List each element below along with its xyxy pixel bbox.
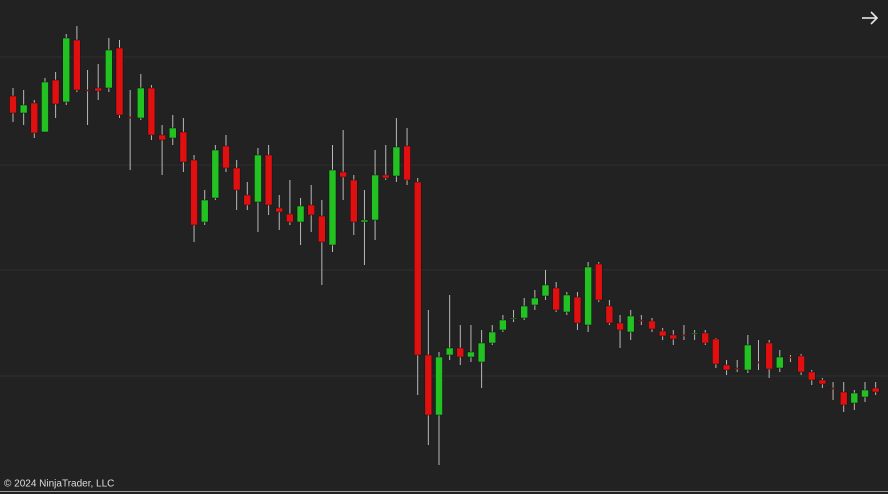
candle-body [30,102,39,134]
candles [9,26,880,465]
candle-body [392,146,401,177]
candle-body [467,351,475,358]
candle-body [541,284,550,297]
candle-body [232,167,241,191]
candle-body [286,213,294,223]
candle-body [126,116,134,119]
candle-body [328,169,337,246]
candle-body [776,356,784,369]
candle-body [137,87,145,119]
nav-arrow[interactable] [862,11,879,25]
candle-body [73,39,81,91]
candle-body [733,367,741,370]
arrow-head [870,11,879,25]
candle-body [105,49,113,89]
candle-body [861,389,869,398]
candle-body [296,205,305,223]
candle-body [179,131,188,163]
candle-body [424,354,433,416]
candle-body [243,194,252,206]
candle-body [19,104,28,114]
candle-body [350,179,358,223]
candle-body [9,95,17,114]
grid [0,56,888,377]
candle-body [850,392,859,404]
candle-body [786,356,795,359]
candle-body [658,330,667,337]
candle-body [829,387,837,390]
candle-body [445,347,454,356]
candle-body [158,134,166,141]
candle-body [573,296,582,324]
candle-body [690,332,699,335]
candle-body [605,305,614,324]
candle-body [435,356,443,416]
candle-body [520,305,528,319]
candle-body [200,199,209,223]
candle-body [318,215,326,243]
candle-body [488,331,496,344]
candle-body [211,149,220,199]
candle-body [190,159,198,226]
candle-body [701,332,709,344]
candle-body [584,266,592,326]
candle-body [83,89,92,92]
candle-body [563,294,571,313]
candle-body [456,347,465,358]
candle-body [254,154,262,203]
candle-body [477,342,486,363]
candle-body [595,263,603,301]
candle-body [808,371,816,381]
candle-body [382,174,390,179]
candle-body [147,87,156,136]
candle-body [360,219,369,223]
candle-body [839,391,848,406]
candle-body [41,81,49,133]
candle-body [413,181,422,356]
candle-body [669,334,678,340]
candle-body [818,379,827,385]
candle-body [871,387,880,393]
candle-body [680,334,688,337]
candle-body [339,171,347,178]
candle-body [403,145,411,181]
candle-body [275,207,283,213]
candle-body [115,47,124,116]
candle-body [307,204,315,216]
candle-body [712,338,720,365]
candle-body [637,319,646,322]
candle-body [648,320,656,330]
candle-body [222,145,230,169]
candle-body [371,174,379,221]
candle-body [765,342,773,370]
candle-body [94,87,102,92]
candle-body [722,364,731,371]
candle-body [754,361,763,364]
candle-body [51,79,60,105]
candle-body [552,287,560,311]
candle-body [744,344,752,371]
candle-body [797,355,805,373]
candle-body [169,127,177,139]
copyright: © 2024 NinjaTrader, LLC [4,479,114,490]
candle-body [264,154,273,206]
candle-body [509,317,518,320]
candle-body [499,319,507,331]
candle-body [626,315,635,333]
candle-body [531,297,539,306]
candle-body [616,322,624,331]
candle-body [62,37,70,103]
